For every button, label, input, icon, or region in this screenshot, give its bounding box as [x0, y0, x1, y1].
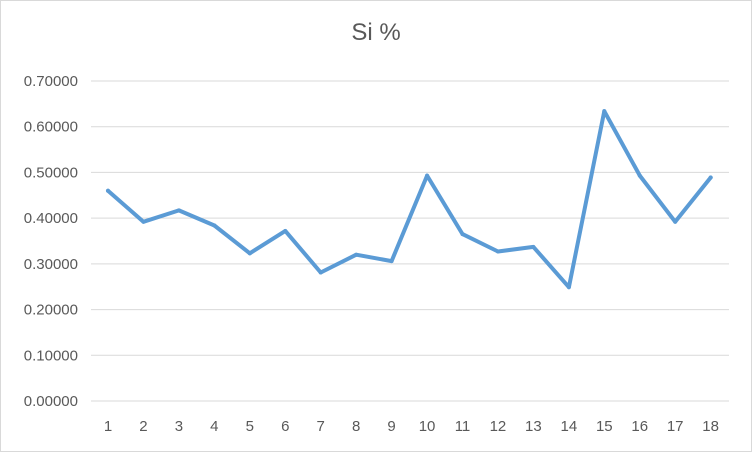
x-tick-label: 17 — [667, 418, 684, 435]
x-tick-label: 12 — [490, 418, 507, 435]
x-axis-tick-labels: 1 2 3 4 5 6 7 8 9 10 11 12 13 14 15 16 17 18 — [104, 418, 719, 435]
y-tick-label: 0.10000 — [24, 347, 78, 364]
series-line — [106, 109, 713, 290]
data-point — [389, 259, 394, 264]
data-point — [106, 188, 110, 193]
y-tick-label: 0.30000 — [24, 256, 78, 273]
x-tick-label: 7 — [317, 418, 325, 435]
data-point — [212, 223, 217, 228]
x-tick-label: 10 — [419, 418, 436, 435]
chart-title: Si % — [351, 19, 401, 46]
y-axis-tick-labels: 0.00000 0.10000 0.20000 0.30000 0.40000 0.500… — [24, 73, 78, 410]
data-point — [247, 251, 252, 256]
data-point — [425, 173, 430, 178]
x-tick-label: 16 — [631, 418, 648, 435]
data-point — [176, 208, 181, 213]
x-tick-label: 9 — [387, 418, 395, 435]
x-tick-label: 18 — [702, 418, 719, 435]
data-point — [141, 219, 146, 224]
data-point — [283, 228, 288, 233]
x-tick-label: 11 — [455, 418, 471, 435]
y-tick-label: 0.00000 — [24, 393, 78, 410]
x-tick-label: 14 — [561, 418, 578, 435]
x-tick-label: 15 — [596, 418, 613, 435]
x-tick-label: 3 — [175, 418, 183, 435]
y-tick-label: 0.70000 — [24, 73, 78, 90]
data-point — [354, 252, 359, 257]
x-tick-label: 6 — [281, 418, 289, 435]
series-layer — [106, 109, 713, 290]
data-point — [708, 175, 713, 180]
x-tick-label: 8 — [352, 418, 360, 435]
data-point — [637, 173, 642, 178]
x-tick-label: 2 — [139, 418, 147, 435]
gridlines — [91, 80, 729, 402]
data-point — [566, 285, 571, 290]
y-tick-label: 0.20000 — [24, 302, 78, 319]
x-tick-label: 4 — [210, 418, 218, 435]
data-point — [531, 244, 536, 249]
y-tick-label: 0.60000 — [24, 119, 78, 136]
x-tick-label: 1 — [104, 418, 112, 435]
data-point — [460, 232, 465, 237]
data-point — [602, 109, 607, 114]
y-tick-label: 0.50000 — [24, 164, 78, 181]
data-point — [673, 219, 678, 224]
x-tick-label: 13 — [525, 418, 542, 435]
data-point — [495, 249, 500, 254]
data-point — [318, 270, 323, 275]
y-tick-label: 0.40000 — [24, 210, 78, 227]
x-tick-label: 5 — [246, 418, 254, 435]
